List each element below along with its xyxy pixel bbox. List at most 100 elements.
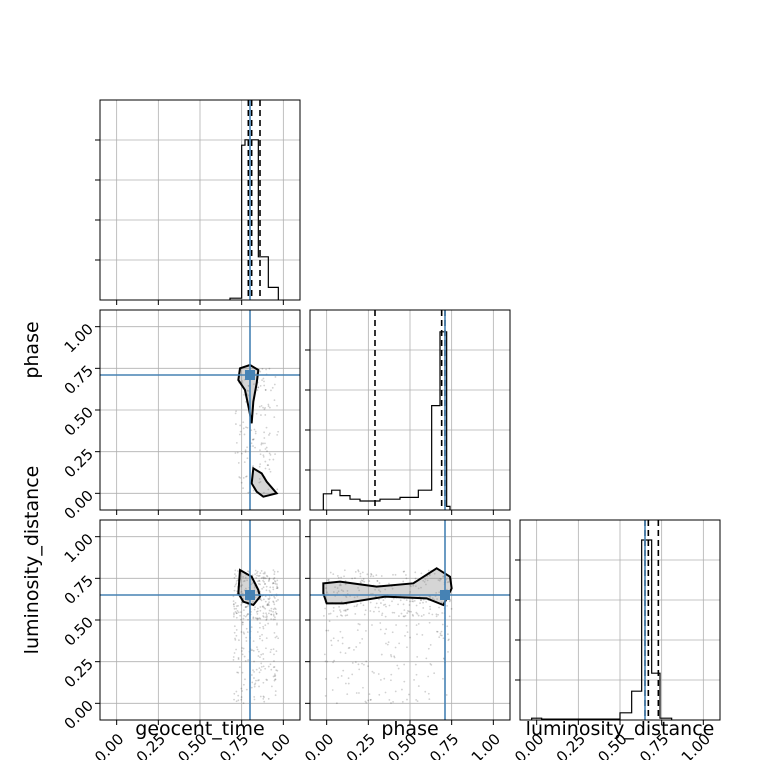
scatter-point bbox=[245, 587, 247, 590]
scatter-point bbox=[374, 588, 377, 591]
scatter-point bbox=[253, 677, 255, 679]
scatter-point bbox=[328, 620, 331, 623]
scatter-point bbox=[257, 679, 259, 682]
scatter-point bbox=[429, 605, 431, 608]
scatter-point bbox=[408, 604, 411, 606]
scatter-point bbox=[246, 631, 249, 634]
scatter-point bbox=[275, 650, 278, 653]
scatter-point bbox=[263, 696, 265, 699]
scatter-point bbox=[380, 575, 383, 577]
scatter-point bbox=[390, 673, 393, 676]
scatter-point bbox=[353, 649, 355, 651]
scatter-point bbox=[270, 607, 273, 610]
scatter-point bbox=[433, 672, 436, 675]
scatter-point bbox=[376, 579, 379, 582]
scatter-point bbox=[260, 666, 263, 668]
scatter-point bbox=[258, 579, 260, 582]
scatter-point bbox=[245, 614, 248, 617]
scatter-point bbox=[332, 637, 335, 640]
scatter-point bbox=[253, 428, 256, 431]
scatter-point bbox=[333, 659, 336, 662]
scatter-point bbox=[259, 598, 262, 600]
scatter-point bbox=[251, 582, 254, 585]
panel-content bbox=[100, 520, 300, 720]
scatter-point bbox=[378, 582, 381, 584]
scatter-point bbox=[337, 676, 339, 679]
scatter-point bbox=[246, 457, 249, 460]
scatter-point bbox=[363, 613, 366, 616]
scatter-point bbox=[414, 585, 417, 588]
scatter-point bbox=[399, 599, 402, 602]
scatter-point bbox=[235, 612, 238, 615]
scatter-point bbox=[428, 612, 430, 615]
scatter-point bbox=[242, 487, 244, 489]
scatter-point bbox=[402, 615, 405, 618]
scatter-point bbox=[422, 607, 425, 609]
scatter-point bbox=[369, 601, 372, 604]
scatter-point bbox=[339, 583, 342, 586]
scatter-point bbox=[362, 604, 365, 607]
scatter-point bbox=[244, 615, 247, 618]
scatter-point bbox=[403, 570, 406, 573]
scatter-point bbox=[277, 637, 280, 640]
scatter-point bbox=[265, 619, 268, 621]
scatter-point bbox=[425, 583, 427, 586]
scatter-point bbox=[379, 622, 382, 624]
scatter-point bbox=[260, 442, 263, 445]
scatter-point bbox=[252, 616, 255, 619]
scatter-point bbox=[416, 612, 419, 615]
scatter-point bbox=[351, 662, 354, 664]
scatter-point bbox=[252, 438, 255, 441]
scatter-point bbox=[447, 639, 450, 642]
scatter-point bbox=[427, 692, 430, 695]
scatter-point bbox=[246, 613, 249, 616]
scatter-point bbox=[265, 678, 268, 681]
scatter-point bbox=[403, 680, 406, 683]
scatter-point bbox=[276, 433, 279, 436]
scatter-point bbox=[268, 597, 271, 600]
scatter-point bbox=[411, 613, 414, 616]
scatter-point bbox=[272, 578, 275, 581]
scatter-point bbox=[256, 617, 259, 620]
scatter-point bbox=[258, 685, 260, 688]
scatter-point bbox=[354, 613, 357, 615]
scatter-point bbox=[262, 576, 265, 579]
scatter-point bbox=[388, 582, 390, 585]
scatter-point bbox=[233, 698, 235, 701]
scatter-point bbox=[263, 581, 265, 583]
scatter-point bbox=[272, 675, 275, 678]
scatter-point bbox=[254, 606, 256, 609]
scatter-point bbox=[324, 678, 327, 680]
scatter-point bbox=[398, 642, 401, 645]
scatter-point bbox=[427, 675, 430, 678]
scatter-point bbox=[420, 615, 423, 617]
scatter-point bbox=[373, 672, 375, 674]
scatter-point bbox=[446, 581, 449, 584]
scatter-point bbox=[382, 599, 385, 602]
scatter-point bbox=[340, 614, 342, 617]
scatter-point bbox=[437, 579, 440, 582]
scatter-point bbox=[379, 628, 382, 631]
scatter-point bbox=[242, 421, 245, 424]
scatter-point bbox=[264, 389, 267, 391]
scatter-point bbox=[355, 692, 358, 694]
scatter-point bbox=[273, 675, 276, 678]
scatter-point bbox=[346, 693, 349, 696]
scatter-point bbox=[256, 646, 258, 649]
scatter-point bbox=[233, 692, 236, 695]
scatter-point bbox=[416, 655, 419, 658]
scatter-point bbox=[235, 629, 238, 631]
scatter-point bbox=[357, 570, 360, 573]
scatter-point bbox=[260, 570, 263, 572]
scatter-point bbox=[265, 614, 268, 616]
scatter-point bbox=[438, 591, 441, 594]
scatter-point bbox=[233, 631, 236, 634]
scatter-point bbox=[262, 598, 265, 601]
scatter-point bbox=[275, 600, 278, 602]
scatter-point bbox=[243, 393, 245, 396]
scatter-point bbox=[362, 578, 365, 580]
scatter-point bbox=[259, 606, 262, 608]
scatter-point bbox=[272, 613, 275, 616]
scatter-point bbox=[234, 452, 237, 454]
